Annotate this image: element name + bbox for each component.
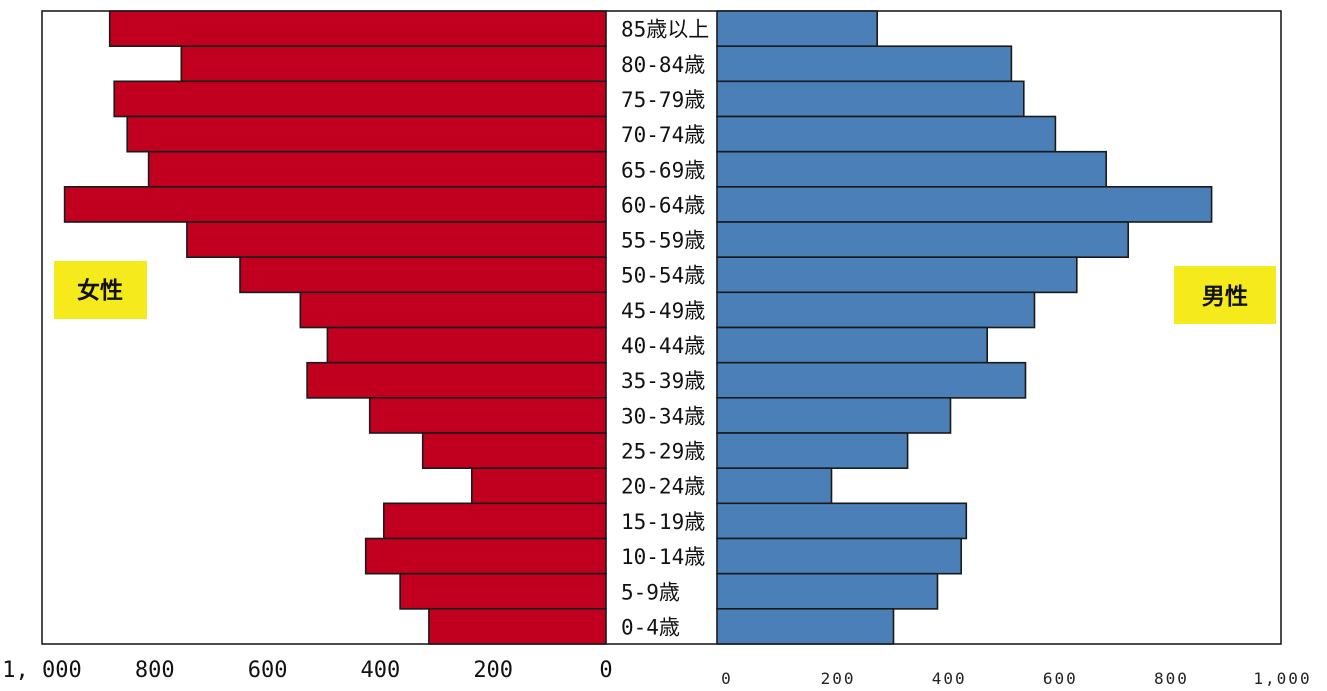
male-bar xyxy=(716,432,909,470)
male-bar xyxy=(716,361,1027,399)
female-label-box xyxy=(54,261,147,319)
male-bar xyxy=(716,80,1025,118)
left-tick-label: 0 xyxy=(599,658,612,683)
age-group-label: 25-29歳 xyxy=(621,440,705,464)
female-bar xyxy=(326,326,607,364)
right-tick-label: 400 xyxy=(932,669,967,688)
age-group-label: 70-74歳 xyxy=(621,123,705,147)
female-bar xyxy=(306,361,607,399)
male-bar xyxy=(716,45,1013,83)
male-bar xyxy=(716,115,1057,153)
left-tick-label: 800 xyxy=(135,658,175,683)
female-bar xyxy=(364,537,607,575)
age-group-label: 5-9歳 xyxy=(621,580,680,604)
age-group-label: 10-14歳 xyxy=(621,545,705,569)
age-group-label: 85歳以上 xyxy=(621,18,709,42)
age-group-label: 0-4歳 xyxy=(621,615,680,639)
female-bar xyxy=(470,467,607,505)
female-bar xyxy=(428,607,607,645)
male-bar xyxy=(716,326,989,364)
male-bar xyxy=(716,502,968,540)
male-label-text: 男性 xyxy=(1202,284,1248,310)
female-bar xyxy=(382,502,607,540)
age-group-label: 40-44歳 xyxy=(621,334,705,358)
female-bar xyxy=(126,115,607,153)
age-group-label: 35-39歳 xyxy=(621,369,705,393)
age-group-label: 15-19歳 xyxy=(621,510,705,534)
female-bar xyxy=(113,80,607,118)
age-group-label: 80-84歳 xyxy=(621,53,705,77)
age-group-label: 65-69歳 xyxy=(621,158,705,182)
female-label-text: 女性 xyxy=(77,277,123,304)
male-bar xyxy=(716,572,939,610)
age-group-label: 75-79歳 xyxy=(621,88,705,112)
age-group-label: 50-54歳 xyxy=(621,264,705,288)
female-bars xyxy=(63,10,607,645)
male-bar xyxy=(716,10,878,48)
female-bar xyxy=(368,396,607,434)
right-axis-ticks: 0 200 400 600 800 1,000 xyxy=(721,669,1311,688)
female-bar xyxy=(147,150,607,188)
male-label: 男性 xyxy=(1174,266,1276,324)
left-tick-label: 200 xyxy=(473,658,513,683)
female-bar xyxy=(180,45,607,83)
female-bar xyxy=(239,256,607,294)
age-group-label: 55-59歳 xyxy=(621,229,705,253)
age-group-label: 60-64歳 xyxy=(621,193,705,217)
age-group-label: 45-49歳 xyxy=(621,299,705,323)
female-bar xyxy=(421,432,607,470)
right-tick-label: 0 xyxy=(721,669,733,688)
male-bar xyxy=(716,291,1036,329)
male-bar xyxy=(716,256,1078,294)
age-group-label: 20-24歳 xyxy=(621,475,705,499)
female-bar xyxy=(108,10,607,48)
male-bar xyxy=(716,186,1213,223)
male-bars xyxy=(716,10,1213,645)
male-bar xyxy=(716,396,952,434)
male-bar xyxy=(716,467,833,505)
male-label-box xyxy=(1174,266,1276,324)
age-labels: 85歳以上 80-84歳 75-79歳 70-74歳 65-69歳 60-64歳 55-59… xyxy=(621,18,709,640)
left-tick-label: 400 xyxy=(361,658,401,683)
male-bar xyxy=(716,150,1108,188)
female-bar xyxy=(186,221,607,259)
right-tick-label: 800 xyxy=(1154,669,1189,688)
left-tick-label: 1, 000 xyxy=(2,658,81,683)
male-bar xyxy=(716,537,962,575)
right-tick-label: 600 xyxy=(1043,669,1078,688)
female-label: 女性 xyxy=(54,261,147,319)
female-bar xyxy=(399,572,607,610)
female-bar xyxy=(63,186,607,223)
left-axis-ticks: 1, 000 800 600 400 200 0 xyxy=(2,658,612,683)
right-tick-label: 200 xyxy=(821,669,856,688)
left-tick-label: 600 xyxy=(248,658,288,683)
male-bar xyxy=(716,221,1130,259)
male-bar xyxy=(716,607,895,645)
right-tick-label: 1,000 xyxy=(1253,669,1311,688)
female-bar xyxy=(299,291,607,329)
age-group-label: 30-34歳 xyxy=(621,404,705,428)
